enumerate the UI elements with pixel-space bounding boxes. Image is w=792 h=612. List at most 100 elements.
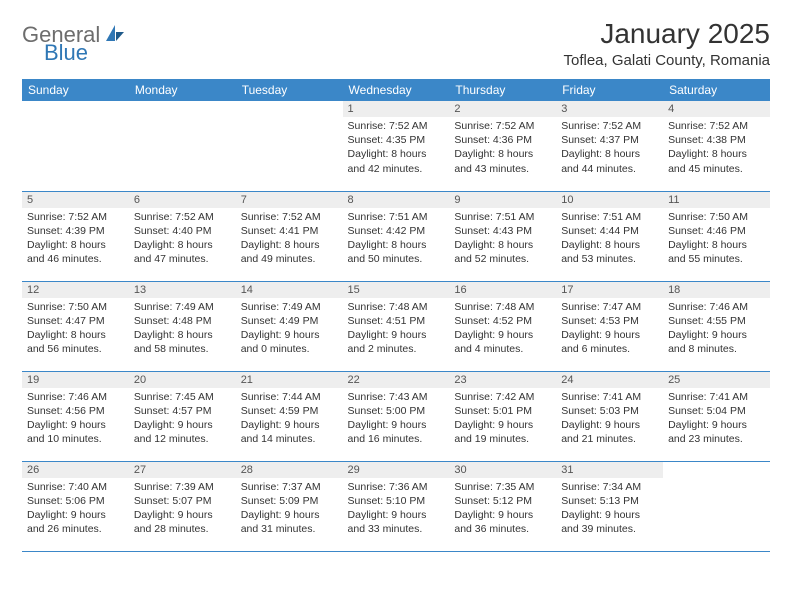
- day-info-line: Sunset: 4:51 PM: [348, 314, 445, 328]
- day-info-line: Sunrise: 7:42 AM: [454, 390, 551, 404]
- day-info-line: and 46 minutes.: [27, 252, 124, 266]
- day-info-line: and 21 minutes.: [561, 432, 658, 446]
- day-info-line: and 31 minutes.: [241, 522, 338, 536]
- day-info-line: Daylight: 9 hours: [27, 418, 124, 432]
- day-number: 11: [663, 192, 770, 208]
- day-info-line: Sunset: 4:41 PM: [241, 224, 338, 238]
- day-info-line: Sunset: 4:40 PM: [134, 224, 231, 238]
- day-number: 26: [22, 462, 129, 478]
- calendar-cell: 11Sunrise: 7:50 AMSunset: 4:46 PMDayligh…: [663, 191, 770, 281]
- day-info-line: Sunset: 4:49 PM: [241, 314, 338, 328]
- day-info: Sunrise: 7:34 AMSunset: 5:13 PMDaylight:…: [556, 478, 663, 541]
- day-info-line: Sunrise: 7:35 AM: [454, 480, 551, 494]
- day-info-line: Sunset: 5:01 PM: [454, 404, 551, 418]
- calendar-body: 1Sunrise: 7:52 AMSunset: 4:35 PMDaylight…: [22, 101, 770, 551]
- day-info-line: Sunrise: 7:47 AM: [561, 300, 658, 314]
- day-info-line: and 6 minutes.: [561, 342, 658, 356]
- day-info-line: and 56 minutes.: [27, 342, 124, 356]
- day-info: Sunrise: 7:48 AMSunset: 4:52 PMDaylight:…: [449, 298, 556, 361]
- day-info: Sunrise: 7:35 AMSunset: 5:12 PMDaylight:…: [449, 478, 556, 541]
- calendar-cell: 21Sunrise: 7:44 AMSunset: 4:59 PMDayligh…: [236, 371, 343, 461]
- day-info-line: Sunset: 4:42 PM: [348, 224, 445, 238]
- calendar-cell: 14Sunrise: 7:49 AMSunset: 4:49 PMDayligh…: [236, 281, 343, 371]
- day-info: Sunrise: 7:40 AMSunset: 5:06 PMDaylight:…: [22, 478, 129, 541]
- title-block: January 2025 Toflea, Galati County, Roma…: [564, 18, 771, 69]
- day-info-line: Daylight: 8 hours: [348, 147, 445, 161]
- day-info-line: Sunset: 5:12 PM: [454, 494, 551, 508]
- day-number: 13: [129, 282, 236, 298]
- day-info-line: and 10 minutes.: [27, 432, 124, 446]
- calendar-cell: 20Sunrise: 7:45 AMSunset: 4:57 PMDayligh…: [129, 371, 236, 461]
- day-info: Sunrise: 7:46 AMSunset: 4:55 PMDaylight:…: [663, 298, 770, 361]
- calendar-cell: 3Sunrise: 7:52 AMSunset: 4:37 PMDaylight…: [556, 101, 663, 191]
- day-number: 14: [236, 282, 343, 298]
- day-number: 12: [22, 282, 129, 298]
- day-info-line: Sunset: 5:04 PM: [668, 404, 765, 418]
- day-number: 30: [449, 462, 556, 478]
- day-number: 4: [663, 101, 770, 117]
- day-info: Sunrise: 7:52 AMSunset: 4:39 PMDaylight:…: [22, 208, 129, 271]
- day-info-line: Sunrise: 7:43 AM: [348, 390, 445, 404]
- day-info-line: Daylight: 9 hours: [27, 508, 124, 522]
- day-of-week-header: Tuesday: [236, 79, 343, 101]
- day-of-week-header: Wednesday: [343, 79, 450, 101]
- calendar-cell: 29Sunrise: 7:36 AMSunset: 5:10 PMDayligh…: [343, 461, 450, 551]
- day-info: Sunrise: 7:47 AMSunset: 4:53 PMDaylight:…: [556, 298, 663, 361]
- day-info-line: Sunrise: 7:51 AM: [454, 210, 551, 224]
- calendar-cell: 16Sunrise: 7:48 AMSunset: 4:52 PMDayligh…: [449, 281, 556, 371]
- day-info: Sunrise: 7:52 AMSunset: 4:40 PMDaylight:…: [129, 208, 236, 271]
- day-info-line: and 26 minutes.: [27, 522, 124, 536]
- calendar-cell: 8Sunrise: 7:51 AMSunset: 4:42 PMDaylight…: [343, 191, 450, 281]
- calendar-cell: 6Sunrise: 7:52 AMSunset: 4:40 PMDaylight…: [129, 191, 236, 281]
- day-info-line: Sunrise: 7:52 AM: [668, 119, 765, 133]
- day-info-line: Sunset: 5:06 PM: [27, 494, 124, 508]
- day-info-line: Daylight: 8 hours: [27, 328, 124, 342]
- calendar-page: General January 2025 Toflea, Galati Coun…: [0, 0, 792, 562]
- calendar-cell: [129, 101, 236, 191]
- calendar-cell: 10Sunrise: 7:51 AMSunset: 4:44 PMDayligh…: [556, 191, 663, 281]
- calendar-cell: [236, 101, 343, 191]
- day-number: 27: [129, 462, 236, 478]
- day-number: 22: [343, 372, 450, 388]
- day-info-line: Daylight: 8 hours: [134, 238, 231, 252]
- day-info-line: Daylight: 8 hours: [134, 328, 231, 342]
- day-info-line: and 42 minutes.: [348, 162, 445, 176]
- day-number: 9: [449, 192, 556, 208]
- day-info-line: Sunrise: 7:50 AM: [27, 300, 124, 314]
- day-of-week-row: SundayMondayTuesdayWednesdayThursdayFrid…: [22, 79, 770, 101]
- day-info-line: Daylight: 9 hours: [668, 418, 765, 432]
- day-info-line: Sunrise: 7:49 AM: [134, 300, 231, 314]
- day-info: Sunrise: 7:36 AMSunset: 5:10 PMDaylight:…: [343, 478, 450, 541]
- day-number: 8: [343, 192, 450, 208]
- day-info: Sunrise: 7:51 AMSunset: 4:43 PMDaylight:…: [449, 208, 556, 271]
- day-info-line: and 16 minutes.: [348, 432, 445, 446]
- day-info-line: Sunrise: 7:52 AM: [241, 210, 338, 224]
- day-of-week-header: Monday: [129, 79, 236, 101]
- calendar-cell: [22, 101, 129, 191]
- calendar-cell: 5Sunrise: 7:52 AMSunset: 4:39 PMDaylight…: [22, 191, 129, 281]
- day-info-line: Daylight: 9 hours: [561, 328, 658, 342]
- day-info-line: and 28 minutes.: [134, 522, 231, 536]
- calendar-cell: 27Sunrise: 7:39 AMSunset: 5:07 PMDayligh…: [129, 461, 236, 551]
- day-info: Sunrise: 7:48 AMSunset: 4:51 PMDaylight:…: [343, 298, 450, 361]
- calendar-cell: 4Sunrise: 7:52 AMSunset: 4:38 PMDaylight…: [663, 101, 770, 191]
- day-info: Sunrise: 7:46 AMSunset: 4:56 PMDaylight:…: [22, 388, 129, 451]
- day-info-line: and 39 minutes.: [561, 522, 658, 536]
- day-info-line: Sunrise: 7:46 AM: [27, 390, 124, 404]
- day-info: Sunrise: 7:49 AMSunset: 4:48 PMDaylight:…: [129, 298, 236, 361]
- day-info: Sunrise: 7:37 AMSunset: 5:09 PMDaylight:…: [236, 478, 343, 541]
- day-number: 20: [129, 372, 236, 388]
- calendar-week-row: 26Sunrise: 7:40 AMSunset: 5:06 PMDayligh…: [22, 461, 770, 551]
- calendar-head: SundayMondayTuesdayWednesdayThursdayFrid…: [22, 79, 770, 101]
- day-info-line: Daylight: 8 hours: [561, 238, 658, 252]
- day-info-line: Daylight: 9 hours: [454, 328, 551, 342]
- calendar-cell: 24Sunrise: 7:41 AMSunset: 5:03 PMDayligh…: [556, 371, 663, 461]
- day-number: 21: [236, 372, 343, 388]
- calendar-cell: 28Sunrise: 7:37 AMSunset: 5:09 PMDayligh…: [236, 461, 343, 551]
- day-number: 3: [556, 101, 663, 117]
- day-info-line: Sunset: 5:10 PM: [348, 494, 445, 508]
- day-info: Sunrise: 7:52 AMSunset: 4:37 PMDaylight:…: [556, 117, 663, 180]
- day-info-line: Sunset: 4:53 PM: [561, 314, 658, 328]
- calendar-cell: 9Sunrise: 7:51 AMSunset: 4:43 PMDaylight…: [449, 191, 556, 281]
- day-info-line: Sunrise: 7:37 AM: [241, 480, 338, 494]
